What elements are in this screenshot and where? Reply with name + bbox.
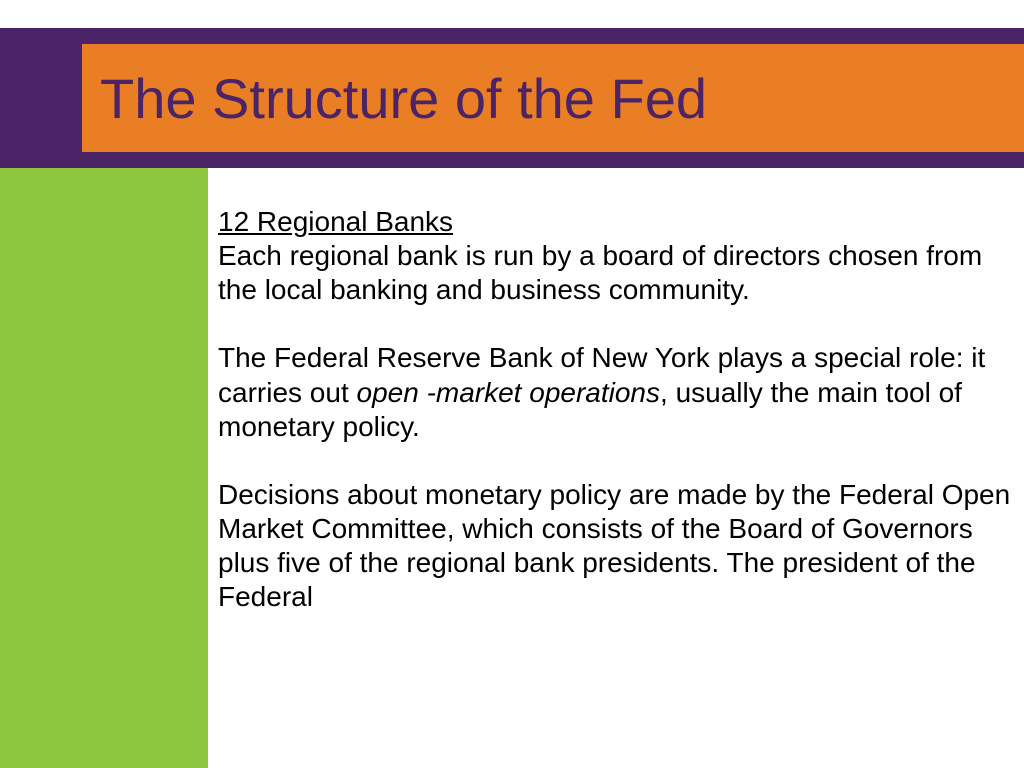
title-box: The Structure of the Fed (82, 44, 1024, 152)
slide-title: The Structure of the Fed (100, 66, 707, 131)
slide: The Structure of the Fed 12 Regional Ban… (0, 0, 1024, 768)
content-area: 12 Regional Banks Each regional bank is … (218, 205, 1018, 649)
paragraph-3: Decisions about monetary policy are made… (218, 478, 1018, 615)
paragraph-2: The Federal Reserve Bank of New York pla… (218, 341, 1018, 443)
para3-text: Decisions about monetary policy are made… (218, 479, 1010, 612)
para1-text: Each regional bank is run by a board of … (218, 240, 982, 305)
sidebar-accent (0, 168, 208, 768)
section-heading: 12 Regional Banks (218, 206, 453, 237)
para2-italic: open -market operations (357, 377, 661, 408)
paragraph-1: 12 Regional Banks Each regional bank is … (218, 205, 1018, 307)
